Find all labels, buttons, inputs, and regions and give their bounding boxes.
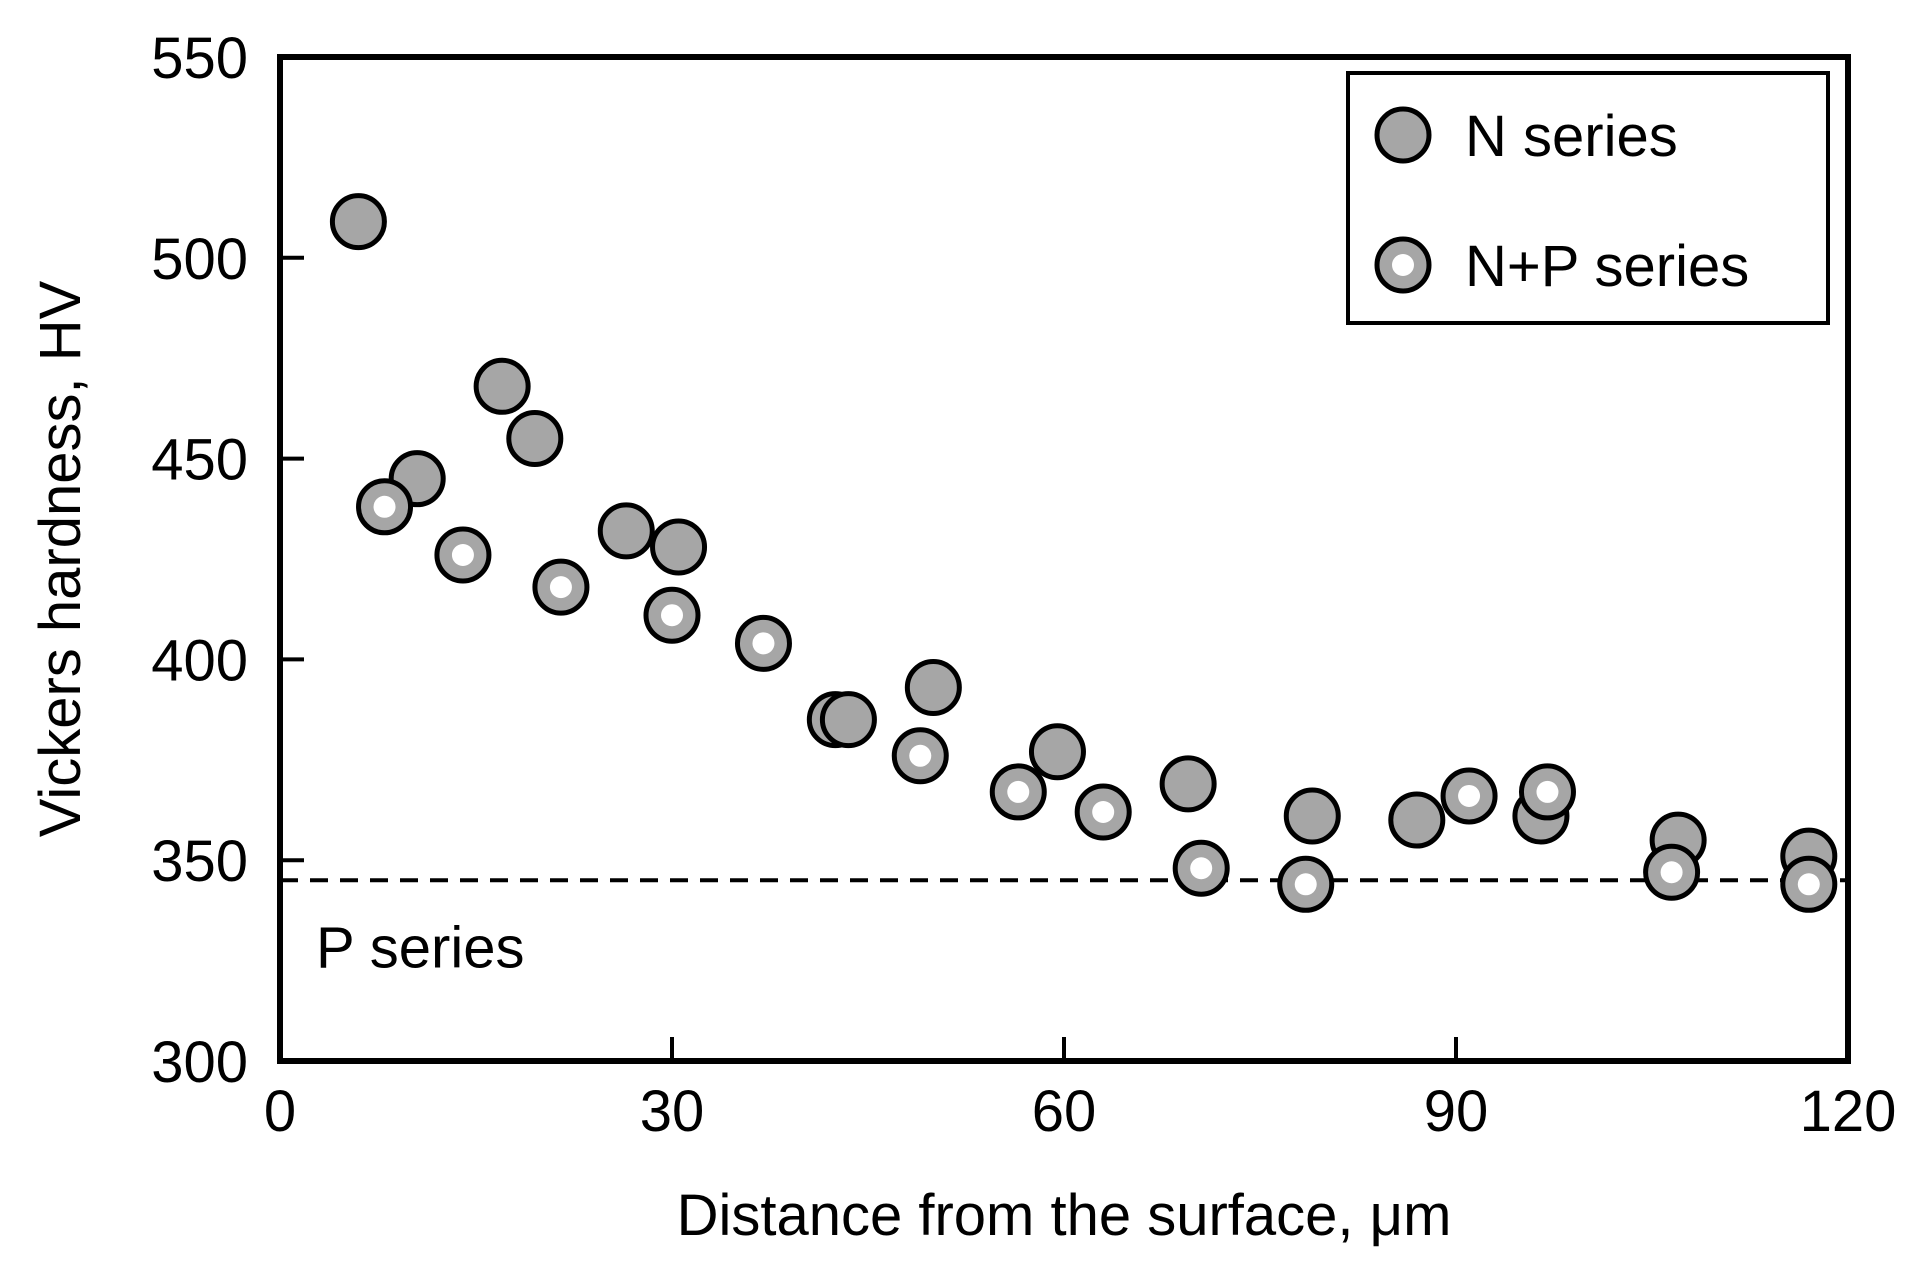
legend-marker-n-series — [1374, 106, 1432, 164]
x-tick-label: 90 — [1424, 1079, 1489, 1144]
legend-box — [1346, 71, 1830, 325]
x-tick-label: 0 — [264, 1079, 296, 1144]
n-p-series-point — [891, 727, 949, 785]
n-series-marker — [597, 502, 655, 560]
n-p-series-marker-center — [1294, 873, 1317, 896]
n-series-point — [904, 659, 962, 717]
n-series-point — [1028, 723, 1086, 781]
n-p-series-marker-center — [451, 543, 474, 566]
x-tick-label: 30 — [640, 1079, 705, 1144]
n-series-point — [650, 518, 708, 576]
n-p-series-marker-center — [661, 604, 683, 627]
n-p-series-point — [356, 478, 414, 536]
n-series-marker — [473, 357, 531, 415]
reference-lines: P series — [280, 878, 1848, 980]
y-tick-label: 350 — [151, 829, 248, 894]
data-points — [329, 193, 1838, 913]
x-axis-title: Distance from the surface, μm — [677, 1183, 1452, 1248]
n-p-series-marker-center — [549, 576, 572, 599]
legend: N series N+P series — [1346, 71, 1830, 325]
n-series-marker — [1283, 787, 1341, 845]
n-p-series-marker-center — [1007, 780, 1030, 803]
n-series-marker — [1028, 723, 1086, 781]
y-tick-label: 450 — [151, 428, 248, 493]
n-p-series-marker-center — [752, 632, 775, 655]
n-p-series-point — [1518, 763, 1576, 821]
n-series-point — [1159, 755, 1217, 813]
n-p-series-point — [1277, 855, 1335, 913]
n-series-marker — [506, 410, 564, 468]
n-series-point — [597, 502, 655, 560]
n-p-series-point — [1440, 767, 1498, 825]
legend-marker-np-series-center — [1392, 254, 1414, 276]
legend-label-np-series: N+P series — [1465, 234, 1749, 299]
n-p-series-marker-center — [1660, 861, 1683, 884]
n-p-series-point — [1172, 839, 1230, 897]
y-tick-label: 400 — [151, 628, 248, 693]
n-p-series-point — [532, 558, 590, 616]
n-p-series-point — [1780, 855, 1838, 913]
n-series-marker — [329, 193, 387, 251]
n-series-point — [506, 410, 564, 468]
n-series-marker — [1159, 755, 1217, 813]
n-p-series-marker-center — [1092, 801, 1115, 824]
y-tick-label: 500 — [151, 227, 248, 292]
n-p-series-marker-center — [1458, 784, 1481, 807]
n-series-point — [819, 691, 877, 749]
n-series-point — [329, 193, 387, 251]
legend-label-n-series: N series — [1465, 104, 1678, 169]
axis-ticks: 0 30 60 90 120 300 350 400 450 500 550 — [151, 26, 1896, 1144]
n-p-series-marker-center — [1797, 873, 1820, 896]
n-series-point — [1283, 787, 1341, 845]
y-tick-label: 300 — [151, 1030, 248, 1095]
n-series-marker — [819, 691, 877, 749]
n-p-series-point — [643, 586, 701, 644]
x-tick-label: 60 — [1032, 1079, 1097, 1144]
x-tick-label: 120 — [1800, 1079, 1897, 1144]
n-p-series-marker-center — [1190, 857, 1213, 880]
y-axis-title: Vickers hardness, HV — [28, 280, 93, 837]
n-p-series-point — [1643, 843, 1701, 901]
n-p-series-point — [1074, 783, 1132, 841]
y-tick-label: 550 — [151, 26, 248, 91]
n-series-marker — [904, 659, 962, 717]
n-p-series-marker-center — [909, 744, 932, 767]
n-p-series-point — [734, 614, 792, 672]
n-series-marker — [1388, 791, 1446, 849]
n-p-series-marker-center — [373, 495, 396, 518]
n-p-series-marker-center — [1536, 780, 1559, 803]
n-p-series-point — [434, 526, 492, 584]
n-p-series-point — [989, 763, 1047, 821]
n-series-point — [1388, 791, 1446, 849]
p-series-label: P series — [316, 915, 524, 980]
n-series-marker — [650, 518, 708, 576]
n-series-point — [473, 357, 531, 415]
